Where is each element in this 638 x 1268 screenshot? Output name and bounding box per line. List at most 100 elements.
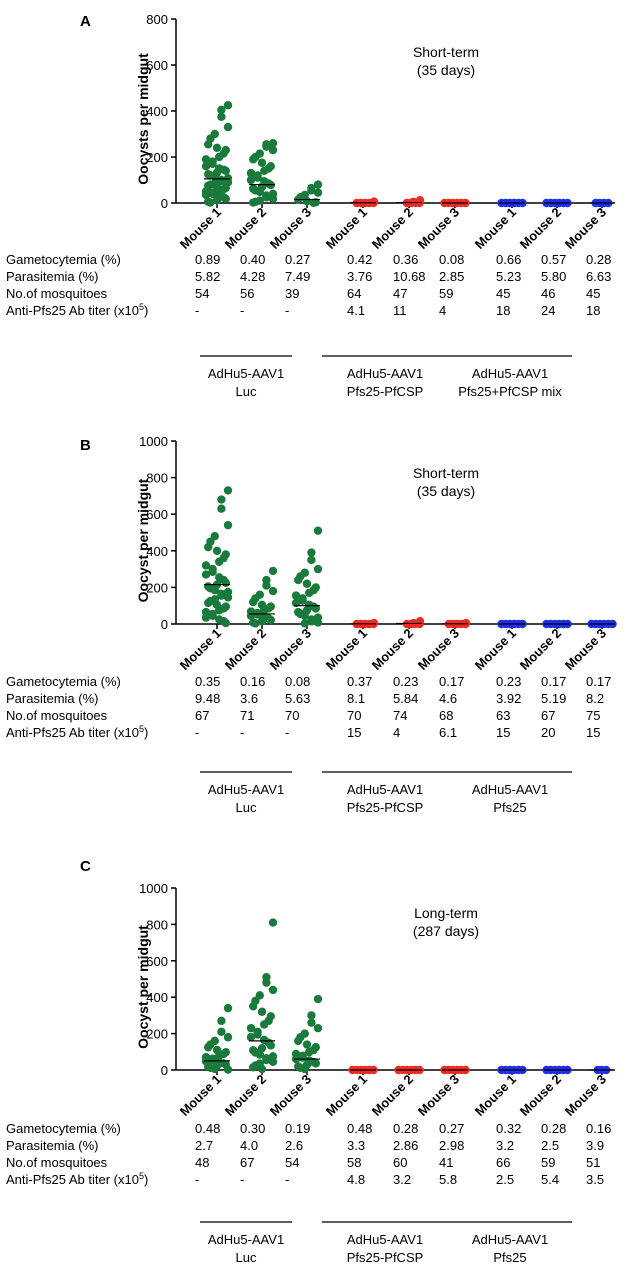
table-cell: 51 bbox=[586, 1155, 600, 1170]
data-point bbox=[212, 143, 222, 152]
table-cell: 5.80 bbox=[541, 269, 566, 284]
y-tick-label: 0 bbox=[161, 1063, 168, 1078]
table-cell: 0.19 bbox=[285, 1121, 310, 1136]
panel-c-annotation-line1: Long-term bbox=[414, 905, 478, 921]
data-point bbox=[249, 155, 258, 164]
data-point bbox=[208, 611, 217, 620]
table-cell: 0.36 bbox=[393, 252, 418, 267]
group-label-line2: Pfs25+PfCSP mix bbox=[458, 384, 562, 399]
data-point bbox=[313, 526, 323, 535]
table-cell: 6.63 bbox=[586, 269, 611, 284]
data-point bbox=[221, 578, 230, 588]
table-row-label: Parasitemia (%) bbox=[6, 691, 98, 706]
data-point bbox=[223, 101, 233, 110]
table-cell: 67 bbox=[195, 708, 209, 723]
data-point bbox=[268, 586, 278, 596]
data-point bbox=[221, 166, 230, 175]
x-tick-label: Mouse 3 bbox=[267, 626, 314, 673]
data-point bbox=[266, 1041, 275, 1050]
table-cell: 0.16 bbox=[586, 1121, 611, 1136]
table-cell: 5.8 bbox=[439, 1172, 457, 1187]
table-cell: 59 bbox=[439, 286, 453, 301]
data-point bbox=[212, 196, 222, 205]
x-tick-label: Mouse 2 bbox=[517, 626, 564, 673]
data-point bbox=[307, 548, 316, 557]
table-cell: 47 bbox=[393, 286, 407, 301]
data-point bbox=[313, 180, 323, 189]
data-point bbox=[215, 606, 224, 615]
y-axis-label: Oocyst per midgut bbox=[135, 925, 151, 1049]
table-cell: 56 bbox=[240, 286, 254, 301]
table-cell: 2.6 bbox=[285, 1138, 303, 1153]
y-tick-label: 800 bbox=[146, 12, 168, 27]
table-cell: 0.32 bbox=[496, 1121, 521, 1136]
data-point bbox=[249, 597, 258, 607]
data-point bbox=[268, 194, 278, 204]
table-row-label: No.of mosquitoes bbox=[6, 1155, 108, 1170]
y-tick-label: 400 bbox=[146, 104, 168, 119]
table-cell: 68 bbox=[439, 708, 453, 723]
table-cell: 5.82 bbox=[195, 269, 220, 284]
data-point bbox=[208, 567, 217, 577]
table-cell: 5.63 bbox=[285, 691, 310, 706]
table-cell: 41 bbox=[439, 1155, 453, 1170]
x-tick-label: Mouse 1 bbox=[323, 626, 370, 673]
data-point bbox=[291, 598, 301, 608]
data-point bbox=[268, 139, 278, 148]
data-point bbox=[300, 1064, 309, 1074]
table-cell: 70 bbox=[285, 708, 299, 723]
data-point bbox=[204, 542, 213, 552]
table-cell: 0.28 bbox=[393, 1121, 418, 1136]
x-tick-label: Mouse 3 bbox=[415, 205, 462, 252]
group-label-line2: Pfs25 bbox=[493, 800, 526, 815]
table-cell: 15 bbox=[496, 725, 510, 740]
table-cell: 0.27 bbox=[285, 252, 310, 267]
data-point bbox=[223, 1003, 233, 1013]
panel-a: A Short-term (35 days) 0200400600800Oocy… bbox=[6, 12, 615, 399]
table-cell: - bbox=[285, 1172, 289, 1187]
data-point bbox=[215, 186, 224, 195]
table-cell: 18 bbox=[496, 303, 510, 318]
x-tick-label: Mouse 2 bbox=[222, 205, 269, 252]
table-cell: 4.6 bbox=[439, 691, 457, 706]
group-label-line2: Luc bbox=[236, 1250, 257, 1265]
table-cell: 2.85 bbox=[439, 269, 464, 284]
table-cell: 0.08 bbox=[285, 674, 310, 689]
table-cell: - bbox=[285, 725, 289, 740]
table-cell: 10.68 bbox=[393, 269, 426, 284]
x-tick-label: Mouse 1 bbox=[177, 205, 224, 252]
x-tick-label: Mouse 1 bbox=[472, 626, 519, 673]
table-cell: - bbox=[195, 303, 199, 318]
table-cell: 0.17 bbox=[439, 674, 464, 689]
table-cell: 4 bbox=[393, 725, 400, 740]
table-cell: 0.42 bbox=[347, 252, 372, 267]
panel-b: B Short-term (35 days) 0 200 400 600 800 1000… bbox=[6, 434, 617, 815]
table-cell: 2.5 bbox=[541, 1138, 559, 1153]
data-point bbox=[268, 985, 278, 995]
data-point bbox=[215, 152, 224, 162]
table-cell: 24 bbox=[541, 303, 555, 318]
group-label-line1: AdHu5-AAV1 bbox=[347, 366, 423, 381]
data-point bbox=[255, 187, 264, 197]
table-cell: 3.92 bbox=[496, 691, 521, 706]
data-point bbox=[223, 122, 233, 132]
group-label-line2: Pfs25 bbox=[493, 1250, 526, 1265]
group-label-line2: Pfs25-PfCSP bbox=[347, 800, 424, 815]
table-cell: 66 bbox=[496, 1155, 510, 1170]
data-point bbox=[223, 1065, 233, 1074]
group-label-line1: AdHu5-AAV1 bbox=[472, 366, 548, 381]
data-point bbox=[204, 598, 213, 608]
data-point bbox=[294, 1036, 303, 1046]
table-cell: 4.1 bbox=[347, 303, 365, 318]
data-point bbox=[204, 140, 213, 149]
table-cell: 45 bbox=[586, 286, 600, 301]
y-tick-label: 600 bbox=[146, 507, 168, 522]
table-cell: 4.0 bbox=[240, 1138, 258, 1153]
y-tick-label: 400 bbox=[146, 990, 168, 1005]
group-label-line2: Luc bbox=[236, 800, 257, 815]
x-tick-label: Mouse 2 bbox=[222, 626, 269, 673]
table-cell: 20 bbox=[541, 725, 555, 740]
data-point bbox=[223, 1033, 233, 1042]
table-cell: 5.84 bbox=[393, 691, 418, 706]
y-tick-label: 200 bbox=[146, 150, 168, 165]
